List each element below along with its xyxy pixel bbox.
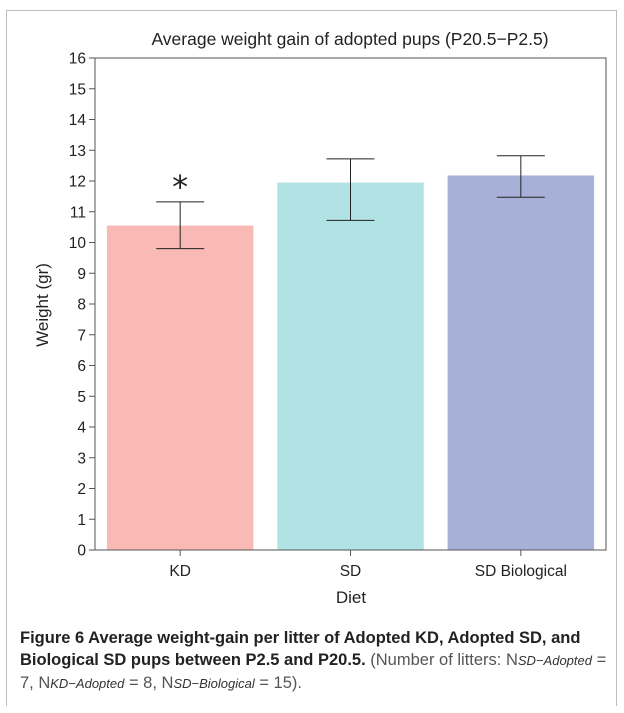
figure-caption: Figure 6 Average weight-gain per litter …: [20, 627, 612, 695]
figure-frame: [6, 10, 617, 706]
y-tick-label: 8: [77, 297, 86, 314]
y-tick-label: 4: [77, 420, 86, 437]
caption-text-close: = 15).: [254, 674, 302, 692]
y-tick-label: 13: [69, 143, 86, 160]
bar-sd-biological: [447, 175, 595, 550]
bar-sd: [277, 182, 424, 550]
caption-text-open: (Number of litters: N: [365, 651, 518, 669]
error-bar: [496, 155, 545, 198]
chart-title: Average weight gain of adopted pups (P20…: [151, 29, 548, 49]
annotations-group: *: [172, 168, 188, 206]
y-tick-label: 5: [77, 389, 86, 406]
y-tick-label: 2: [77, 481, 86, 498]
y-tick-label: 6: [77, 358, 86, 375]
x-axis-label: Diet: [336, 588, 367, 607]
y-axis-label: Weight (gr): [33, 263, 52, 347]
error-bar: [156, 201, 205, 250]
y-tick-label: 12: [69, 174, 86, 191]
x-axis-ticks: KD SD SD Biological: [169, 550, 567, 580]
y-tick-label: 15: [69, 81, 86, 98]
y-tick-label: 1: [77, 512, 86, 529]
y-tick-label: 11: [70, 204, 86, 221]
y-tick-label: 16: [69, 51, 86, 68]
y-tick-label: 14: [69, 112, 87, 129]
x-tick-label: SD Biological: [475, 563, 567, 580]
significance-asterisk: *: [172, 168, 188, 206]
caption-text-mid2: = 8, N: [124, 674, 174, 692]
caption-text-mid1: = 7, N: [20, 651, 607, 692]
caption-subscript-kd-adopted: KD−Adopted: [50, 676, 125, 691]
x-tick-label: KD: [169, 563, 191, 580]
caption-title: Figure 6 Average weight-gain per litter …: [20, 629, 581, 669]
caption-subscript-sd-adopted: SD−Adopted: [517, 653, 592, 668]
y-tick-label: 0: [77, 543, 86, 560]
y-tick-label: 7: [77, 327, 86, 344]
bars-group: [106, 175, 595, 550]
x-tick-label: SD: [340, 563, 362, 580]
error-bar: [326, 158, 375, 221]
y-tick-label: 3: [77, 450, 86, 467]
y-tick-label: 9: [77, 266, 86, 283]
y-tick-label: 10: [69, 235, 87, 252]
plot-area-frame: [94, 57, 607, 551]
bar-kd: [106, 225, 254, 550]
error-bars-group: [156, 155, 545, 250]
bar-chart: Average weight gain of adopted pups (P20…: [33, 29, 607, 607]
caption-subscript-sd-biological: SD−Biological: [173, 676, 255, 691]
